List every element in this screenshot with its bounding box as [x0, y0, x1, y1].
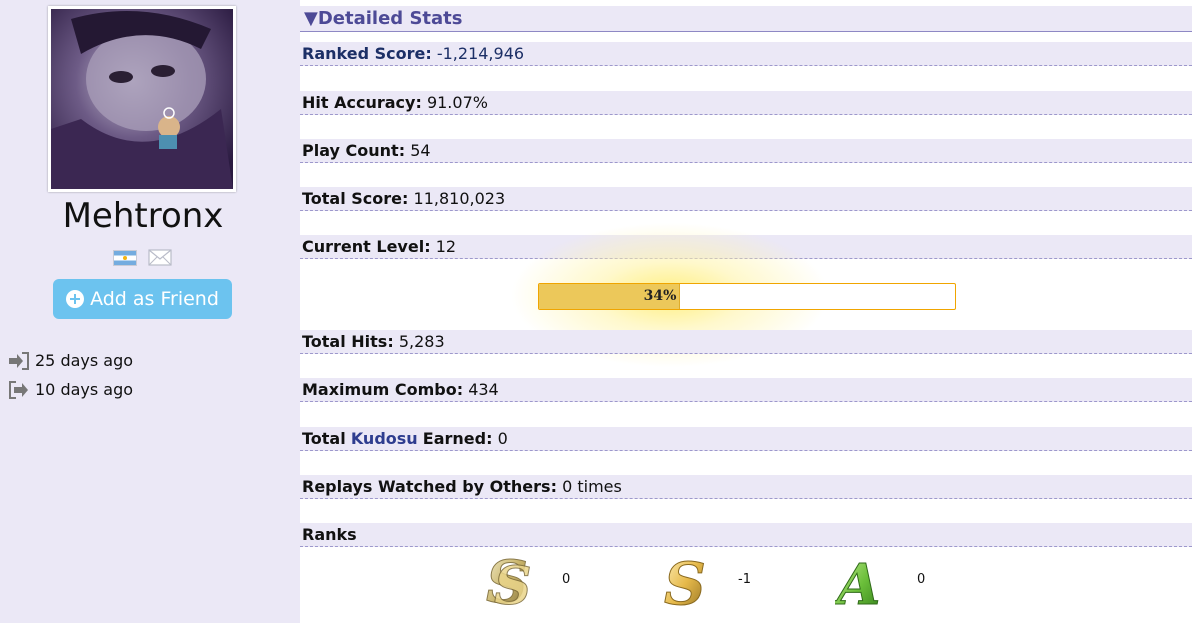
kudosu-label-prefix: Total: [302, 429, 346, 448]
detailed-stats-panel: ▼Detailed Stats Ranked Score: -1,214,946…: [300, 0, 1192, 623]
last-login-text: 25 days ago: [35, 351, 134, 370]
flag-sun: [123, 256, 127, 260]
total-hits-value: 5,283: [398, 332, 445, 351]
stat-max-combo: Maximum Combo: 434: [300, 378, 1192, 402]
plus-circle-icon: [66, 290, 85, 308]
kudosu-label-suffix: Earned: [422, 429, 487, 448]
total-score-label: Total Score: [302, 189, 403, 208]
rank-a-icon: A: [835, 552, 881, 613]
detailed-stats-toggle[interactable]: ▼Detailed Stats: [300, 6, 1192, 32]
stat-hit-accuracy: Hit Accuracy: 91.07%: [300, 91, 1192, 115]
stat-play-count: Play Count: 54: [300, 139, 1192, 163]
stat-ranked-score: Ranked Score: -1,214,946: [300, 42, 1192, 66]
sign-out-icon: [9, 380, 28, 399]
kudosu-value: 0: [497, 429, 508, 448]
level-progress-bar: 34%: [538, 283, 956, 310]
hit-accuracy-value: 91.07%: [426, 93, 488, 112]
level-progress-text: 34%: [643, 288, 677, 304]
play-count-value: 54: [410, 141, 431, 160]
rank-a-count: 0: [917, 572, 926, 587]
profile-sidebar: Mehtronx Add as Friend 25 days ago: [0, 0, 300, 623]
kudosu-link[interactable]: Kudosu: [350, 429, 418, 448]
stat-total-hits: Total Hits: 5,283: [300, 330, 1192, 354]
stat-kudosu: Total Kudosu Earned: 0: [300, 427, 1192, 451]
rank-ss-icon: S S: [486, 548, 531, 612]
svg-text:S: S: [486, 548, 528, 612]
svg-text:S: S: [664, 550, 706, 612]
hit-accuracy-label: Hit Accuracy: [302, 93, 416, 112]
add-friend-label: Add as Friend: [90, 288, 219, 310]
current-level-value: 12: [435, 237, 457, 256]
username: Mehtronx: [62, 196, 224, 236]
replays-value: 0 times: [562, 477, 622, 496]
level-progress-fill: 34%: [539, 284, 681, 309]
envelope-icon[interactable]: [148, 249, 172, 266]
last-active-text: 10 days ago: [35, 380, 134, 399]
rank-s-icon: S: [664, 550, 707, 613]
total-hits-label: Total Hits: [302, 332, 388, 351]
flag-argentina-icon[interactable]: [113, 250, 137, 266]
last-active: 10 days ago: [9, 380, 133, 399]
rank-ss-count: 0: [562, 572, 571, 587]
add-friend-button[interactable]: Add as Friend: [53, 279, 232, 319]
play-count-label: Play Count: [302, 141, 399, 160]
rank-s-count: -1: [738, 572, 751, 587]
svg-text:S: S: [494, 556, 530, 612]
sign-in-icon: [9, 351, 29, 370]
replays-label: Replays Watched by Others: [302, 477, 551, 496]
max-combo-value: 434: [468, 380, 499, 399]
max-combo-label: Maximum Combo: [302, 380, 457, 399]
svg-text:A: A: [835, 552, 880, 612]
stat-replays-watched: Replays Watched by Others: 0 times: [300, 475, 1192, 499]
ranks-label: Ranks: [302, 525, 357, 544]
stat-ranks: Ranks: [300, 523, 1192, 547]
current-level-label: Current Level: [302, 237, 425, 256]
stat-total-score: Total Score: 11,810,023: [300, 187, 1192, 211]
last-login: 25 days ago: [9, 351, 133, 370]
avatar: [48, 6, 236, 192]
ranked-score-label: Ranked Score: [302, 44, 426, 63]
total-score-value: 11,810,023: [413, 189, 506, 208]
ranked-score-value: -1,214,946: [436, 44, 525, 63]
